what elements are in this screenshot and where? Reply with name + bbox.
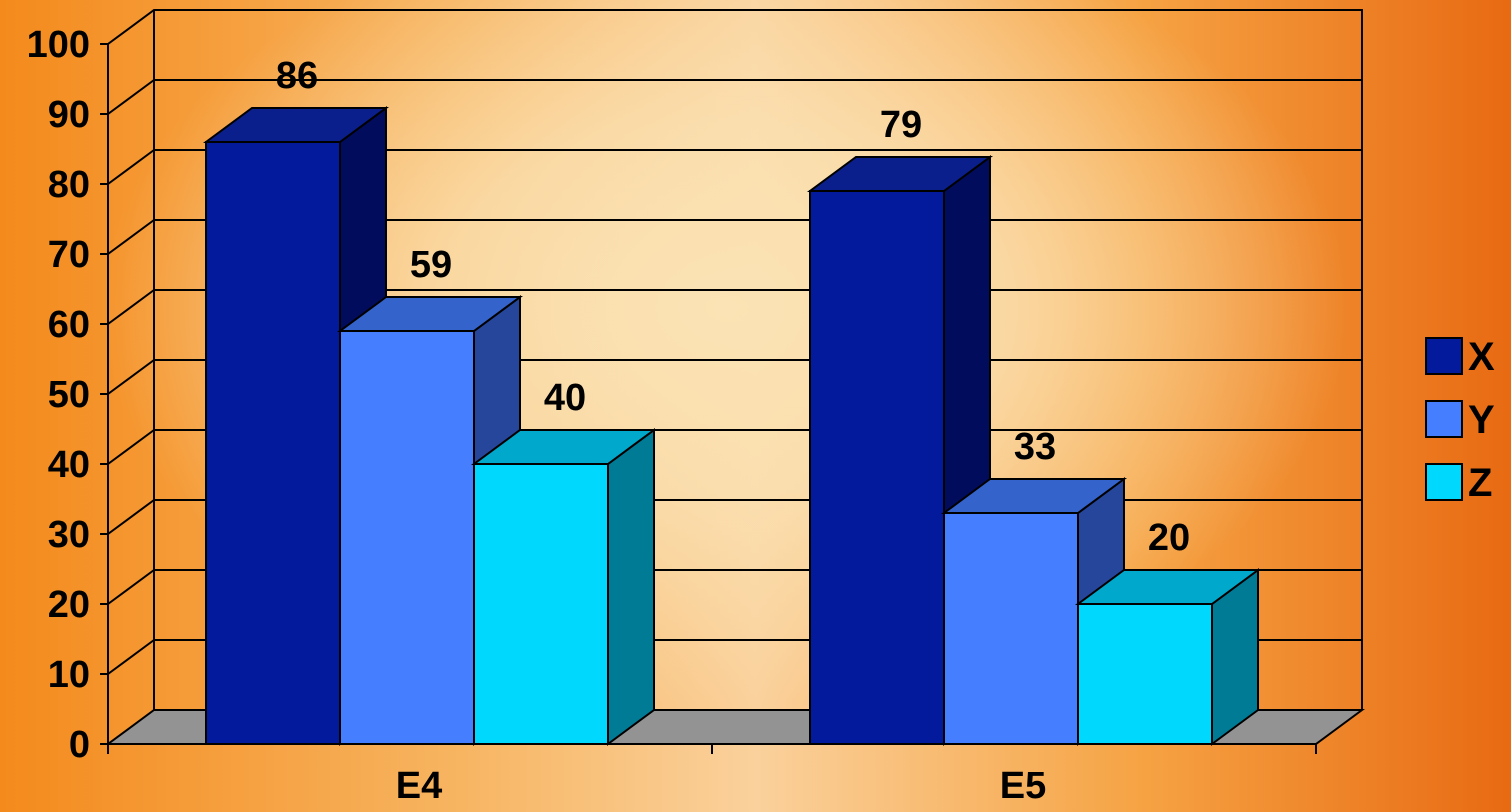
data-label: 59 xyxy=(410,244,452,286)
legend-swatch-x xyxy=(1425,337,1463,375)
legend-swatch-y xyxy=(1425,400,1463,438)
legend-label-y: Y xyxy=(1468,398,1495,442)
y-tick-label: 100 xyxy=(27,24,90,66)
y-tick-label: 50 xyxy=(48,374,90,416)
axes: 0 10 20 30 40 50 60 70 80 90 100 E4 E5 xyxy=(27,24,1317,807)
gridline-side xyxy=(107,219,155,255)
legend-swatch-z xyxy=(1425,463,1463,501)
y-tick-label: 30 xyxy=(48,514,90,556)
x-tick-label: E5 xyxy=(1000,765,1046,807)
data-label: 79 xyxy=(880,104,922,146)
y-tick-label: 40 xyxy=(48,444,90,486)
gridline-side xyxy=(107,499,155,535)
data-label: 33 xyxy=(1014,426,1056,468)
bar-z-e5 xyxy=(1077,603,1213,745)
bar-y-e4-top xyxy=(336,296,524,332)
data-labels: 86 59 40 79 33 20 xyxy=(276,55,1190,559)
bar-z-e4-top xyxy=(470,429,658,465)
bar-x-e5 xyxy=(809,190,945,745)
gridline-side xyxy=(107,359,155,395)
gridline-side xyxy=(107,569,155,605)
gridline-side xyxy=(107,639,155,675)
bar-x-e4-top xyxy=(202,107,390,143)
gridline-side xyxy=(107,429,155,465)
bar-y-e5-top xyxy=(940,478,1128,514)
y-tick-label: 70 xyxy=(48,234,90,276)
bar-z-e4 xyxy=(473,463,609,745)
gridline-side xyxy=(107,289,155,325)
legend-label-x: X xyxy=(1468,335,1495,379)
data-label: 86 xyxy=(276,55,318,97)
bar-z-e4-side xyxy=(607,428,655,746)
bar-y-e5 xyxy=(943,512,1079,745)
bar-x-e4 xyxy=(205,141,341,745)
legend-label-z: Z xyxy=(1468,461,1492,505)
gridline-side xyxy=(107,79,155,115)
y-tick-label: 10 xyxy=(48,654,90,696)
bar-x-e5-top xyxy=(806,156,994,192)
gridline-side xyxy=(107,149,155,185)
bars xyxy=(202,106,1262,746)
data-label: 20 xyxy=(1148,517,1190,559)
y-tick-label: 60 xyxy=(48,304,90,346)
y-tick-label: 90 xyxy=(48,94,90,136)
bar-y-e4 xyxy=(339,330,475,745)
x-tick-label: E4 xyxy=(396,765,442,807)
y-tick-label: 20 xyxy=(48,584,90,626)
data-label: 40 xyxy=(544,377,586,419)
bar-z-e5-top xyxy=(1074,569,1262,605)
y-tick-label: 0 xyxy=(69,724,90,766)
y-tick-label: 80 xyxy=(48,164,90,206)
legend: XYZ xyxy=(1425,335,1495,505)
